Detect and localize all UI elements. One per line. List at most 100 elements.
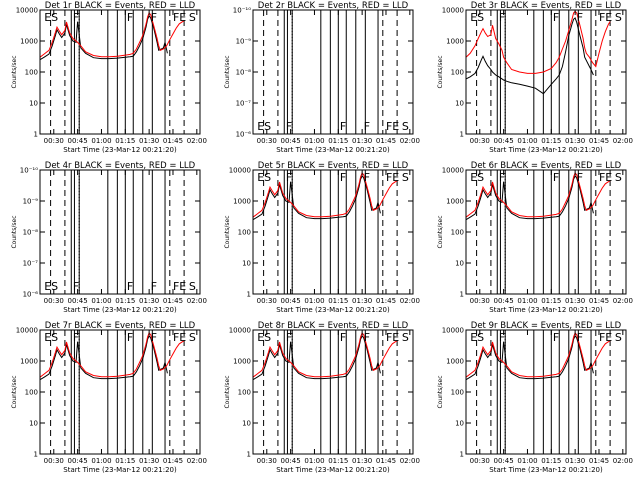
- x-tick-label: 01:45: [589, 297, 609, 305]
- y-tick-label: 1000: [446, 358, 464, 366]
- y-tick-label: 10: [29, 420, 38, 428]
- flag-label: F: [127, 11, 133, 24]
- flag-label: F: [73, 280, 79, 293]
- y-tick-label: 10⁻⁹: [23, 198, 39, 206]
- x-tick-label: 01:00: [91, 297, 111, 305]
- y-tick-label: 1: [34, 131, 38, 139]
- x-tick-label: 00:30: [257, 457, 277, 465]
- flag-label: S: [402, 331, 409, 344]
- panel-title: Det 8r BLACK = Events, RED = LLD: [258, 321, 409, 331]
- flag-label: F: [340, 331, 346, 344]
- flag-label: ES: [44, 11, 58, 24]
- y-axis-label: Counts/sec: [11, 375, 18, 408]
- x-tick-label: 00:30: [44, 137, 64, 145]
- flag-label: F: [127, 331, 133, 344]
- x-axis-label: Start Time (23-Mar-12 00:21:20): [63, 466, 177, 474]
- y-tick-label: 10⁻⁸: [236, 69, 252, 77]
- y-tick-label: 1: [460, 451, 464, 459]
- y-axis-label: Counts/sec: [437, 375, 444, 408]
- panel-title: Det 9r BLACK = Events, RED = LLD: [471, 321, 622, 331]
- y-tick-label: 1000: [233, 358, 251, 366]
- flag-label: F: [577, 331, 583, 344]
- x-axis-label: Start Time (23-Mar-12 00:21:20): [276, 146, 390, 154]
- y-tick-label: 100: [451, 69, 464, 77]
- plot-frame: [465, 9, 627, 135]
- x-tick-label: 00:45: [68, 297, 88, 305]
- y-tick-label: 1000: [20, 358, 38, 366]
- x-tick-label: 01:45: [163, 457, 183, 465]
- x-tick-label: 00:45: [68, 137, 88, 145]
- y-tick-label: 1000: [20, 38, 38, 46]
- y-tick-label: 10⁻¹⁰: [20, 167, 38, 175]
- y-tick-label: 100: [238, 389, 251, 397]
- x-tick-label: 01:00: [304, 137, 324, 145]
- flag-label: F: [553, 331, 559, 344]
- flag-label: F: [499, 331, 505, 344]
- flag-label: S: [189, 331, 196, 344]
- y-tick-label: 100: [451, 229, 464, 237]
- x-tick-label: 00:30: [44, 297, 64, 305]
- y-tick-label: 10⁻⁶: [23, 291, 39, 299]
- x-tick-label: 01:15: [115, 297, 135, 305]
- x-tick-label: 02:00: [187, 457, 207, 465]
- x-tick-label: 01:30: [352, 137, 372, 145]
- flag-label: FE: [386, 331, 399, 344]
- y-tick-label: 10⁻⁶: [236, 131, 252, 139]
- flag-label: ES: [257, 120, 271, 133]
- y-tick-label: 10⁻⁹: [236, 38, 252, 46]
- y-tick-label: 1: [460, 291, 464, 299]
- y-tick-label: 10: [29, 100, 38, 108]
- x-tick-label: 00:45: [494, 297, 514, 305]
- y-tick-label: 10000: [16, 327, 38, 335]
- flag-label: ES: [257, 171, 271, 184]
- flag-label: F: [499, 11, 505, 24]
- series-events: [39, 334, 168, 381]
- x-tick-label: 02:00: [613, 137, 633, 145]
- y-tick-label: 10⁻¹⁰: [233, 7, 251, 15]
- y-tick-label: 10000: [442, 167, 464, 175]
- flag-label: S: [189, 11, 196, 24]
- flag-label: F: [553, 171, 559, 184]
- x-tick-label: 02:00: [400, 137, 420, 145]
- series-lld: [465, 10, 611, 74]
- flag-label: S: [615, 11, 622, 24]
- flag-label: S: [615, 171, 622, 184]
- panel-title: Det 6r BLACK = Events, RED = LLD: [471, 161, 622, 171]
- x-axis-label: Start Time (23-Mar-12 00:21:20): [489, 306, 603, 314]
- flag-label: F: [73, 11, 79, 24]
- y-axis-label: Counts/sec: [11, 215, 18, 248]
- flag-label: F: [577, 11, 583, 24]
- plot-frame: [39, 169, 201, 295]
- x-tick-label: 01:30: [565, 137, 585, 145]
- x-tick-label: 00:45: [68, 457, 88, 465]
- flag-label: FE: [599, 331, 612, 344]
- x-tick-label: 01:45: [163, 297, 183, 305]
- x-axis-label: Start Time (23-Mar-12 00:21:20): [63, 306, 177, 314]
- flag-label: F: [577, 171, 583, 184]
- x-tick-label: 01:15: [328, 297, 348, 305]
- flag-label: S: [402, 171, 409, 184]
- flag-label: ES: [470, 331, 484, 344]
- x-tick-label: 00:45: [281, 137, 301, 145]
- panel-title: Det 4r BLACK = Events, RED = LLD: [45, 161, 196, 171]
- x-tick-label: 01:00: [91, 137, 111, 145]
- x-tick-label: 02:00: [400, 297, 420, 305]
- x-tick-label: 00:45: [281, 457, 301, 465]
- x-tick-label: 01:30: [565, 297, 585, 305]
- series-lld: [39, 332, 185, 378]
- y-tick-label: 10⁻⁷: [236, 100, 252, 108]
- flag-label: F: [286, 171, 292, 184]
- series-events: [465, 17, 594, 95]
- x-tick-label: 01:45: [589, 137, 609, 145]
- x-tick-label: 01:15: [115, 457, 135, 465]
- x-tick-label: 01:30: [139, 137, 159, 145]
- x-tick-label: 01:15: [115, 137, 135, 145]
- flag-label: F: [151, 331, 157, 344]
- y-tick-label: 10: [455, 260, 464, 268]
- x-tick-label: 02:00: [187, 297, 207, 305]
- y-tick-label: 100: [238, 229, 251, 237]
- series-events: [465, 334, 594, 381]
